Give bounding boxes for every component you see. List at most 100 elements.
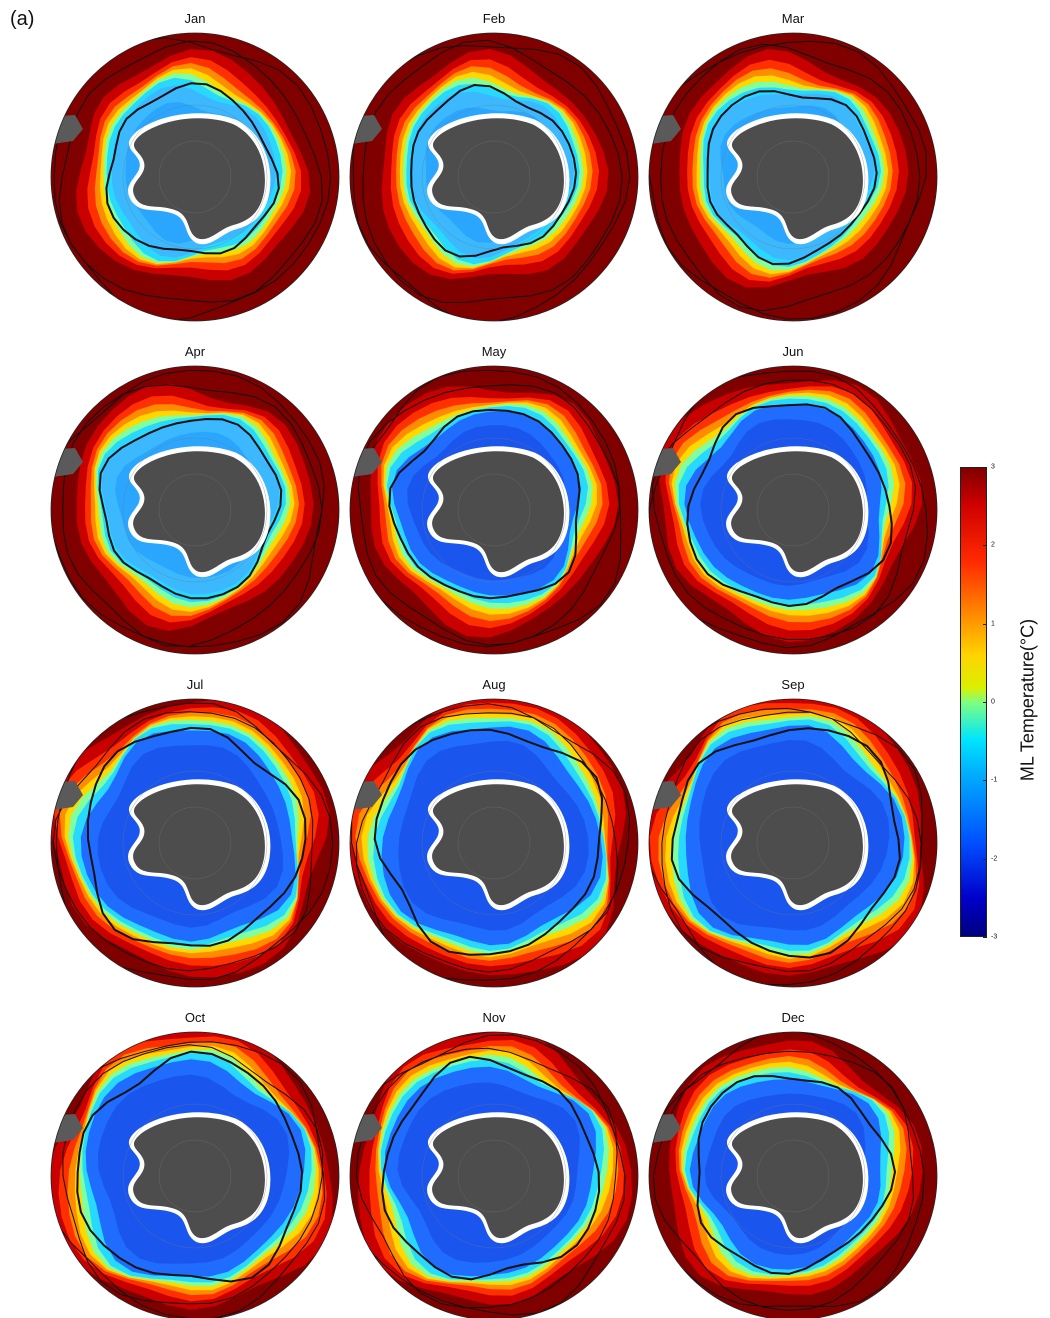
front-contour <box>649 1032 925 1308</box>
month-title: Mar <box>781 11 805 26</box>
month-title: Jan <box>184 11 206 26</box>
sea-ice-edge-contour <box>388 408 581 600</box>
sea-ice-edge-contour <box>373 728 604 956</box>
front-contour <box>651 379 917 641</box>
panel-label: (a) <box>10 8 35 30</box>
colorbar <box>960 467 987 937</box>
colorbar-tick-label: 0 <box>991 698 995 706</box>
polar-map-may <box>350 366 638 654</box>
polar-map-sep <box>649 699 937 987</box>
graticule-circle <box>756 1139 830 1213</box>
sea-ice-edge-contour <box>670 727 901 959</box>
graticule-circle <box>122 1103 268 1249</box>
sea-ice-edge-contour <box>686 403 893 608</box>
graticule-circle <box>720 437 866 583</box>
colorbar-tick <box>983 623 987 625</box>
polar-map-nov <box>350 1032 638 1318</box>
colorbar-tick-label: 3 <box>991 463 995 471</box>
front-contour <box>652 1050 914 1311</box>
sea-ice-edge-contour <box>86 726 307 947</box>
colorbar-tick <box>983 780 987 782</box>
polar-map-jan <box>51 33 339 321</box>
colorbar-tick <box>983 702 987 703</box>
graticule-circle <box>421 770 567 916</box>
sea-ice-edge-contour <box>410 83 578 258</box>
map-outline <box>349 698 639 988</box>
graticule-circle <box>720 770 866 916</box>
month-title: Oct <box>184 1010 206 1025</box>
front-contour <box>351 703 631 981</box>
front-contour <box>357 384 621 646</box>
graticule-circle <box>720 1103 866 1249</box>
graticule-circle <box>158 473 232 547</box>
colorbar-tick-label: 1 <box>991 620 995 628</box>
polar-map-aug <box>350 699 638 987</box>
month-title: Jun <box>782 344 804 359</box>
polar-map-oct <box>51 1032 339 1318</box>
front-contour <box>62 384 323 648</box>
map-outline <box>349 32 639 322</box>
polar-map-jun <box>649 366 937 654</box>
graticule-circle <box>756 473 830 547</box>
sea-ice-edge-contour <box>696 1074 897 1275</box>
graticule-circle <box>457 140 531 214</box>
front-contour <box>649 707 923 986</box>
colorbar-tick-label: 2 <box>991 541 995 549</box>
polar-map-dec <box>649 1032 937 1318</box>
graticule-circle <box>421 104 567 250</box>
month-title: Sep <box>781 677 805 692</box>
graticule-circle <box>457 473 531 547</box>
graticule-circle <box>122 770 268 916</box>
map-outline <box>349 1031 639 1318</box>
colorbar-tick-label: -1 <box>991 776 998 784</box>
graticule-circle <box>158 806 232 880</box>
sea-ice-edge-contour <box>76 1050 304 1283</box>
front-contour <box>649 40 927 320</box>
month-title: Dec <box>781 1010 805 1025</box>
month-title: Nov <box>482 1010 506 1025</box>
front-contour <box>355 1047 618 1309</box>
front-contour <box>352 44 631 321</box>
graticule-circle <box>756 806 830 880</box>
map-outline <box>50 1031 340 1318</box>
month-title: Apr <box>184 344 206 359</box>
polar-map-jul <box>51 699 339 987</box>
front-contour <box>52 711 314 972</box>
colorbar-tick-label: -2 <box>991 855 998 863</box>
front-contour <box>362 39 623 304</box>
colorbar-label: ML Temperature(°C) <box>1017 618 1038 782</box>
map-outline <box>648 365 938 655</box>
front-contour <box>53 37 332 321</box>
map-outline <box>648 698 938 988</box>
graticule-circle <box>756 140 830 214</box>
map-outline <box>50 32 340 322</box>
graticule-circle <box>720 104 866 250</box>
colorbar-tick <box>983 467 987 468</box>
front-contour <box>649 370 929 649</box>
polar-map-mar <box>649 33 937 321</box>
front-contour <box>55 702 334 980</box>
polar-map-apr <box>51 366 339 654</box>
colorbar-tick-label: -3 <box>991 933 998 941</box>
map-outline <box>648 32 938 322</box>
colorbar-tick <box>983 545 987 547</box>
graticule-circle <box>158 1139 232 1213</box>
sea-ice-edge-contour <box>98 417 283 600</box>
graticule-circle <box>122 104 268 250</box>
month-title: May <box>481 344 507 359</box>
graticule-circle <box>457 1139 531 1213</box>
front-contour <box>62 1044 324 1305</box>
sea-ice-edge-contour <box>105 82 280 255</box>
map-outline <box>349 365 639 655</box>
graticule-circle <box>421 437 567 583</box>
front-contour <box>350 369 622 648</box>
month-title: Feb <box>482 11 506 26</box>
front-contour <box>51 369 325 648</box>
graticule-circle <box>457 806 531 880</box>
front-contour <box>350 1034 626 1316</box>
front-contour <box>51 1041 326 1318</box>
graticule-circle <box>421 1103 567 1249</box>
colorbar-tick <box>983 937 987 938</box>
front-contour <box>661 711 922 972</box>
